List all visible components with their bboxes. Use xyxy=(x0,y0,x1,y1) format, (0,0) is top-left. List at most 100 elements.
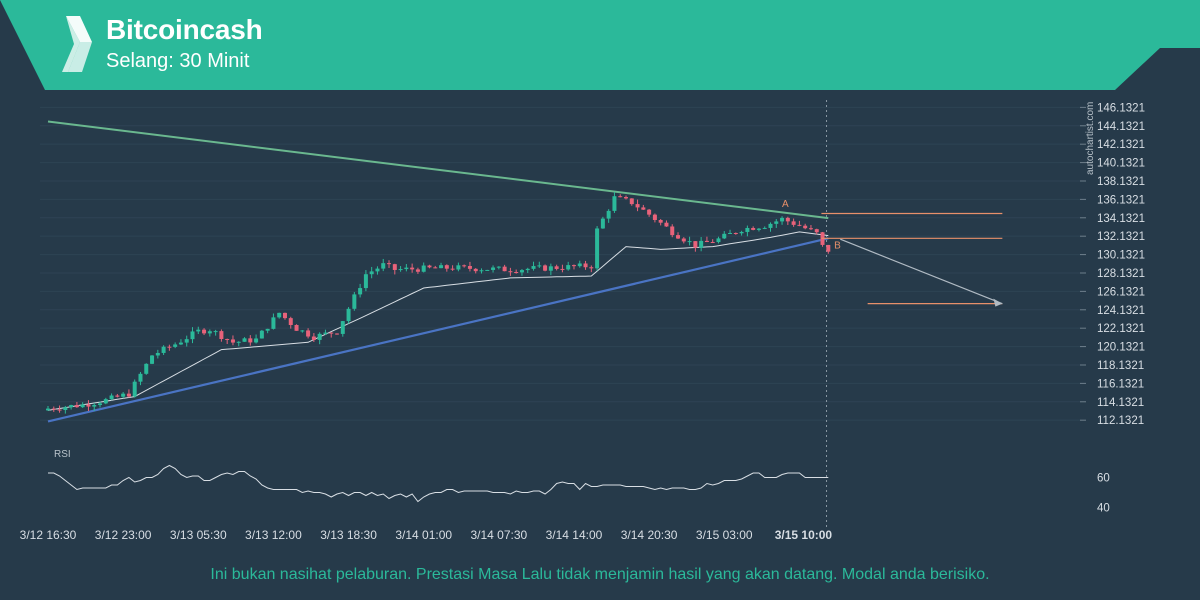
candle-body xyxy=(363,274,368,289)
candle-body xyxy=(92,404,97,407)
candle-body xyxy=(583,263,588,268)
candle-body xyxy=(704,240,709,243)
pattern-point-label: A xyxy=(782,199,789,210)
candle-body xyxy=(410,267,415,270)
candle-body xyxy=(230,339,235,343)
candle-body xyxy=(63,407,68,411)
candle-body xyxy=(46,408,50,411)
candle-body xyxy=(317,333,322,340)
candle-body xyxy=(375,268,380,272)
candle-body xyxy=(306,330,311,337)
candle-body xyxy=(329,332,334,334)
candle-body xyxy=(427,265,432,268)
candle-body xyxy=(624,197,628,199)
pattern-overlay: AB xyxy=(782,199,1003,307)
candle-body xyxy=(277,312,282,318)
x-tick-label: 3/12 16:30 xyxy=(20,528,77,542)
trend-lines xyxy=(47,120,829,423)
candle-body xyxy=(519,270,524,273)
y-tick-label: 140.1321 xyxy=(1097,158,1145,170)
candle-body xyxy=(381,263,386,269)
candle-body xyxy=(80,404,85,408)
candle-body xyxy=(74,405,79,408)
candle-body xyxy=(514,272,519,274)
candle-body xyxy=(479,270,484,272)
candle-body xyxy=(138,373,143,382)
y-tick-label: 142.1321 xyxy=(1097,139,1145,151)
candle-body xyxy=(69,405,74,408)
candle-body xyxy=(190,331,195,340)
candle-body xyxy=(774,221,779,224)
x-tick-label: 3/14 20:30 xyxy=(621,528,678,542)
candle-body xyxy=(86,404,91,407)
candle-body xyxy=(635,204,640,208)
interval-subtitle: Selang: 30 Minit xyxy=(106,50,250,72)
candle-body xyxy=(508,271,513,273)
x-tick-label: 3/13 12:00 xyxy=(245,528,302,542)
y-tick-label: 116.1321 xyxy=(1097,378,1144,390)
candle-body xyxy=(219,331,224,340)
candle-body xyxy=(173,344,178,347)
y-axis: 146.1321 144.1321 142.1321 140.1321 138.1321… xyxy=(1080,102,1145,427)
candle-body xyxy=(595,228,600,269)
candle-body xyxy=(722,233,727,239)
candle-body xyxy=(51,408,56,410)
candle-body xyxy=(687,241,692,243)
candle-body xyxy=(814,229,819,233)
pattern-point-label: B xyxy=(834,240,841,251)
candle-body xyxy=(768,223,773,228)
projection-arrow-head xyxy=(993,298,1003,307)
candle-body xyxy=(254,338,259,343)
candle-body xyxy=(288,318,293,326)
rsi-label: RSI xyxy=(54,449,71,460)
candle-body xyxy=(803,225,808,229)
candle-body xyxy=(202,329,207,334)
candle-body xyxy=(340,321,345,334)
candle-body xyxy=(485,269,490,271)
y-tick-label: 134.1321 xyxy=(1097,213,1145,225)
y-tick-label: 128.1321 xyxy=(1097,268,1145,280)
y-tick-label: 132.1321 xyxy=(1097,231,1145,243)
candle-body xyxy=(473,268,478,272)
x-tick-label: 3/15 10:00 xyxy=(775,528,833,542)
rsi-panel: RSI 60 40 xyxy=(48,449,1110,515)
candle-body xyxy=(710,242,715,244)
x-tick-label: 3/15 03:00 xyxy=(696,528,753,542)
candle-body xyxy=(155,352,160,356)
candle-body xyxy=(496,266,501,268)
candle-body xyxy=(178,342,183,345)
y-tick-label: 126.1321 xyxy=(1097,286,1145,298)
candle-body xyxy=(352,294,357,309)
candle-body xyxy=(57,409,62,411)
x-axis: 3/12 16:30 3/12 23:00 3/13 05:30 3/13 12:00… xyxy=(20,528,833,542)
candle-body xyxy=(566,265,571,270)
candle-body xyxy=(207,331,212,334)
y-tick-label: 138.1321 xyxy=(1097,176,1145,188)
candle-body xyxy=(600,218,605,229)
candle-body xyxy=(248,338,253,343)
x-tick-label: 3/12 23:00 xyxy=(95,528,152,542)
candle-body xyxy=(282,312,287,319)
candle-body xyxy=(693,241,698,248)
candle-body xyxy=(647,209,652,215)
candle-body xyxy=(554,266,559,269)
candle-body xyxy=(525,268,530,271)
candle-body xyxy=(271,317,276,329)
candle-body xyxy=(433,267,438,269)
header-banner xyxy=(0,0,1200,90)
candle-body xyxy=(259,330,264,339)
candle-body xyxy=(791,221,796,225)
grid xyxy=(40,100,1080,530)
y-tick-label: 122.1321 xyxy=(1097,323,1145,335)
candle-body xyxy=(670,226,675,236)
candle-body xyxy=(404,267,409,270)
y-tick-label: 112.1321 xyxy=(1097,415,1144,427)
candle-body xyxy=(797,224,802,226)
y-tick-label: 130.1321 xyxy=(1097,250,1145,262)
candle-body xyxy=(664,222,669,227)
candle-body xyxy=(236,341,241,343)
y-tick-label: 124.1321 xyxy=(1097,305,1145,317)
candle-body xyxy=(589,267,594,269)
candle-body xyxy=(751,227,756,230)
candle-body xyxy=(641,207,646,210)
